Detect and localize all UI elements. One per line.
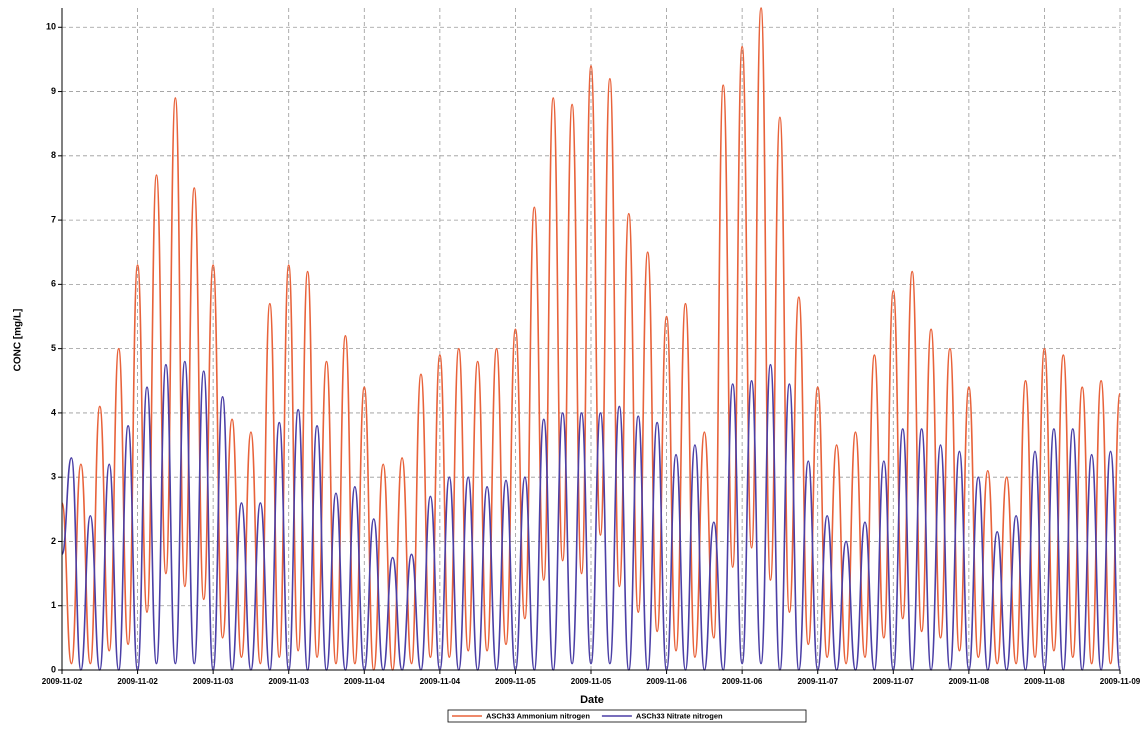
y-tick-label: 3 bbox=[51, 472, 56, 482]
series-line bbox=[61, 360, 1121, 671]
x-tick-label: 2009-11-08 bbox=[1024, 677, 1065, 686]
y-tick-label: 7 bbox=[51, 214, 56, 224]
y-axis-title: CONC [mg/L] bbox=[13, 309, 24, 372]
y-tick-label: 9 bbox=[51, 86, 56, 96]
x-axis-title: Date bbox=[580, 694, 604, 706]
y-tick-label: 6 bbox=[51, 279, 56, 289]
y-tick-label: 5 bbox=[51, 343, 56, 353]
x-tick-label: 2009-11-03 bbox=[193, 677, 234, 686]
x-tick-label: 2009-11-06 bbox=[646, 677, 687, 686]
x-tick-label: 2009-11-02 bbox=[117, 677, 158, 686]
y-tick-label: 8 bbox=[51, 150, 56, 160]
y-tick-label: 10 bbox=[46, 22, 56, 32]
x-tick-label: 2009-11-06 bbox=[722, 677, 763, 686]
x-tick-label: 2009-11-09 bbox=[1100, 677, 1141, 686]
x-tick-label: 2009-11-03 bbox=[268, 677, 309, 686]
series-line bbox=[61, 7, 1121, 671]
x-tick-label: 2009-11-02 bbox=[42, 677, 83, 686]
legend-label: ASCh33 Ammonium nitrogen bbox=[486, 711, 590, 720]
x-tick-label: 2009-11-07 bbox=[797, 677, 838, 686]
x-tick-label: 2009-11-04 bbox=[420, 677, 461, 686]
y-tick-label: 4 bbox=[51, 407, 56, 417]
x-tick-label: 2009-11-04 bbox=[344, 677, 385, 686]
y-tick-label: 2 bbox=[51, 536, 56, 546]
x-tick-label: 2009-11-08 bbox=[949, 677, 990, 686]
x-tick-label: 2009-11-07 bbox=[873, 677, 914, 686]
x-tick-label: 2009-11-05 bbox=[571, 677, 612, 686]
y-tick-label: 1 bbox=[51, 600, 56, 610]
legend: ASCh33 Ammonium nitrogen ASCh33 Nitrate n… bbox=[447, 709, 807, 723]
legend-label: ASCh33 Nitrate nitrogen bbox=[636, 711, 723, 720]
y-tick-label: 0 bbox=[51, 664, 56, 674]
x-tick-label: 2009-11-05 bbox=[495, 677, 536, 686]
